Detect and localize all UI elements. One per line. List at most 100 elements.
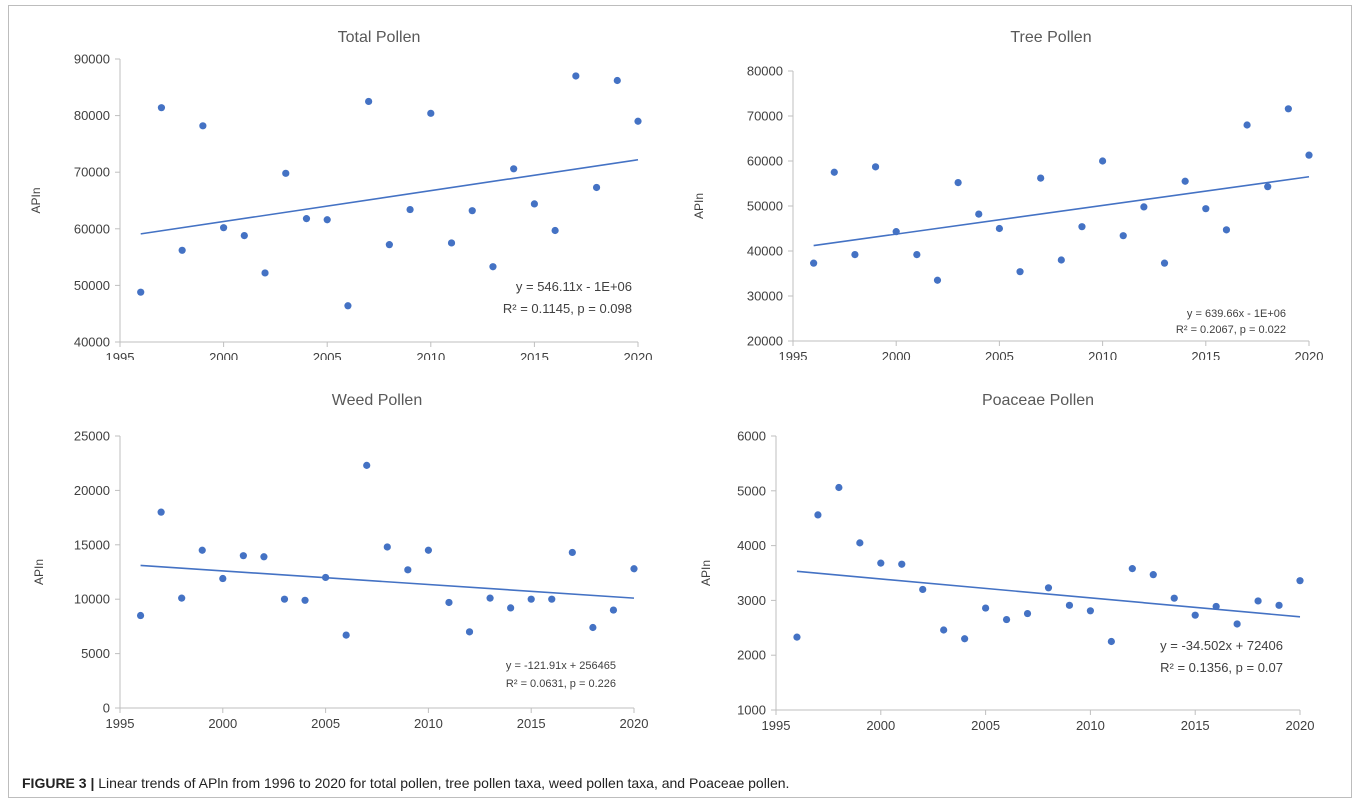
trendline: [140, 158, 639, 235]
y-tick-label: 70000: [747, 109, 783, 124]
x-tick-label: 2020: [1286, 718, 1315, 733]
trendline: [140, 564, 635, 599]
trendline-equation: y = -121.91x + 256465: [506, 660, 616, 672]
x-tick-label: 2010: [1088, 349, 1117, 360]
data-point: [1099, 157, 1107, 165]
chart-poaceae-pollen: Poaceae Pollen APIn 1000 2000 3000 4000 5000 60…: [699, 392, 1315, 733]
data-point: [1057, 256, 1065, 264]
data-point: [975, 210, 983, 218]
x-tick-label: 2015: [1181, 718, 1210, 733]
trendline-r2: R² = 0.2067, p = 0.022: [1176, 324, 1286, 336]
data-point: [793, 633, 801, 641]
data-point: [1044, 584, 1053, 592]
trendline-equation: y = 546.11x - 1E+06: [516, 279, 632, 294]
y-tick-label: 50000: [74, 278, 110, 293]
data-point: [404, 566, 412, 574]
figure-frame: [8, 5, 1352, 798]
figure-caption-label: FIGURE 3 |: [22, 775, 95, 791]
data-point: [199, 122, 207, 130]
y-tick-label: 30000: [747, 289, 783, 304]
data-point: [871, 163, 880, 171]
data-point: [940, 626, 948, 634]
data-point: [1264, 183, 1272, 191]
x-tick-label: 2020: [1295, 349, 1324, 360]
y-tick-label: 40000: [747, 244, 783, 259]
data-point: [572, 72, 580, 80]
data-point: [1016, 268, 1024, 276]
data-point: [835, 483, 843, 492]
y-tick-label: 10000: [74, 592, 110, 607]
y-tick-label: 5000: [81, 646, 110, 661]
y-tick-label: 40000: [74, 335, 110, 350]
data-point: [1191, 611, 1199, 619]
x-tick-label: 2000: [882, 349, 911, 360]
data-point: [982, 604, 990, 612]
y-tick-label: 60000: [747, 154, 783, 169]
data-point: [220, 224, 228, 232]
x-tick-label: 2015: [517, 716, 546, 731]
data-point: [592, 183, 601, 192]
data-point: [1275, 601, 1283, 609]
x-tick-label: 2010: [1076, 718, 1105, 733]
x-tick-label: 2010: [416, 350, 445, 360]
data-point: [995, 224, 1003, 233]
data-point: [1128, 565, 1136, 573]
data-point: [1254, 597, 1262, 605]
data-point: [1065, 601, 1074, 609]
data-point: [424, 546, 432, 554]
x-tick-label: 2015: [520, 350, 549, 360]
trendline: [813, 175, 1310, 247]
y-axis-label: APIn: [692, 193, 706, 219]
y-tick-label: 80000: [74, 108, 110, 123]
chart-title: Tree Pollen: [1010, 29, 1091, 46]
x-tick-label: 2005: [311, 716, 340, 731]
data-point: [856, 539, 864, 547]
data-point: [468, 207, 476, 215]
data-point: [961, 635, 969, 643]
data-point: [240, 231, 248, 240]
y-tick-label: 60000: [74, 221, 110, 236]
data-point: [1212, 602, 1220, 611]
data-point: [1305, 151, 1313, 159]
y-tick-label: 0: [103, 701, 110, 716]
x-tick-label: 2005: [971, 718, 1000, 733]
x-tick-label: 1995: [106, 350, 135, 360]
data-point: [510, 165, 518, 173]
data-point: [1284, 105, 1292, 113]
y-tick-label: 15000: [74, 537, 110, 552]
data-point: [365, 97, 373, 106]
data-point: [1023, 609, 1032, 618]
trendline-r2: R² = 0.1145, p = 0.098: [503, 301, 632, 316]
data-point: [1233, 620, 1241, 628]
data-point: [1296, 577, 1304, 585]
x-tick-label: 2000: [866, 718, 895, 733]
y-tick-label: 6000: [737, 429, 766, 444]
y-tick-label: 20000: [74, 483, 110, 498]
data-point: [1119, 232, 1127, 240]
data-point: [1140, 203, 1148, 211]
data-point: [486, 594, 494, 602]
data-point: [322, 573, 330, 582]
y-tick-label: 4000: [737, 538, 766, 553]
data-point: [323, 216, 331, 224]
data-point: [427, 109, 435, 117]
data-point: [489, 263, 497, 271]
data-point: [877, 559, 885, 567]
data-point: [1222, 226, 1231, 234]
data-point: [1078, 223, 1086, 231]
data-point: [406, 205, 414, 214]
data-point: [568, 548, 576, 557]
data-point: [814, 511, 822, 519]
data-point: [1086, 607, 1094, 615]
data-point: [1160, 259, 1169, 267]
y-tick-label: 25000: [74, 429, 110, 444]
trendline: [796, 570, 1301, 618]
data-point: [954, 179, 962, 187]
data-point: [178, 246, 186, 254]
data-point: [892, 228, 900, 236]
chart-title: Poaceae Pollen: [982, 392, 1094, 409]
data-point: [609, 606, 618, 614]
data-point: [634, 117, 642, 125]
x-tick-label: 2020: [624, 350, 653, 360]
data-point: [1170, 594, 1178, 602]
